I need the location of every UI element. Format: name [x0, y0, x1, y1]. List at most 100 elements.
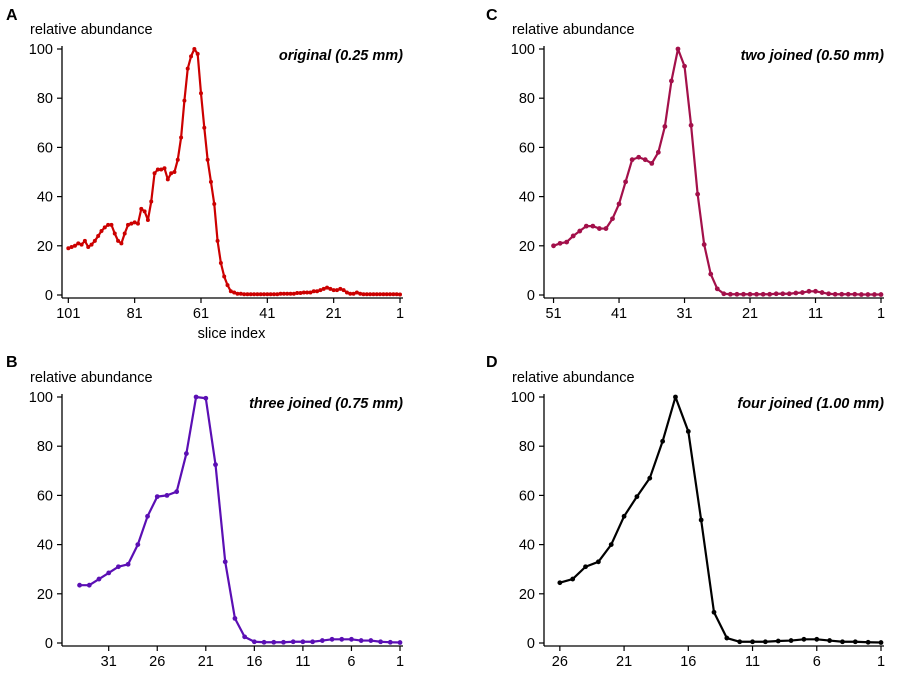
chart-title: two joined (0.50 mm): [741, 48, 885, 64]
data-point: [77, 582, 82, 588]
data-point: [258, 292, 263, 297]
data-point: [845, 291, 851, 297]
series-line: [79, 395, 401, 644]
data-point: [371, 292, 376, 297]
data-point: [152, 171, 157, 176]
data-point: [174, 489, 180, 495]
data-point: [102, 225, 107, 230]
data-point: [311, 289, 316, 294]
data-point: [86, 245, 91, 250]
data-point: [72, 243, 77, 248]
data-point: [595, 559, 601, 565]
x-tick-label: 61: [193, 306, 209, 322]
data-point: [711, 609, 717, 615]
data-point: [688, 122, 694, 128]
data-point: [132, 220, 137, 225]
data-point: [570, 233, 576, 239]
data-point: [281, 291, 286, 296]
data-point: [251, 639, 257, 645]
data-point: [298, 291, 303, 296]
x-tick-label: 26: [149, 654, 165, 670]
data-point: [225, 283, 230, 288]
data-point: [135, 542, 141, 547]
data-point: [195, 51, 200, 56]
data-point: [275, 292, 280, 297]
data-point: [832, 291, 838, 297]
data-point: [255, 292, 260, 297]
data-point: [182, 98, 187, 103]
x-tick-label: 41: [259, 306, 275, 322]
data-point: [780, 291, 786, 297]
y-tick-label: 20: [37, 239, 53, 255]
data-point: [232, 616, 238, 621]
data-point: [762, 639, 768, 645]
x-tick-label: 11: [295, 654, 310, 670]
chart-title: original (0.25 mm): [279, 48, 403, 64]
data-point: [339, 636, 345, 642]
data-point: [192, 47, 197, 51]
data-point: [213, 462, 218, 468]
data-point: [112, 231, 117, 236]
data-point: [222, 274, 227, 279]
data-point: [86, 582, 92, 588]
y-tick-label: 80: [519, 91, 535, 107]
x-tick-label: 21: [616, 654, 632, 670]
data-point: [106, 570, 112, 576]
data-point: [290, 639, 296, 645]
data-point: [232, 290, 237, 295]
data-point: [271, 292, 276, 297]
data-point: [203, 395, 209, 401]
data-point: [669, 78, 674, 84]
data-point: [145, 513, 150, 519]
data-point: [349, 636, 354, 642]
data-point: [248, 292, 253, 297]
data-point: [608, 542, 614, 547]
panel-letter: A: [6, 7, 18, 24]
data-point: [129, 221, 134, 226]
y-axis-label: relative abundance: [30, 22, 153, 38]
data-point: [583, 564, 588, 570]
data-point: [185, 66, 190, 71]
data-point: [119, 241, 124, 246]
data-point: [852, 639, 858, 645]
data-point: [301, 290, 306, 295]
x-tick-label: 16: [246, 654, 262, 670]
data-point: [714, 286, 720, 292]
x-tick-label: 101: [56, 306, 80, 322]
y-tick-label: 100: [511, 42, 535, 58]
series-line: [67, 47, 401, 296]
data-point: [368, 638, 374, 643]
y-axis-label: relative abundance: [30, 370, 153, 386]
data-point: [701, 242, 707, 247]
data-point: [265, 292, 270, 297]
data-point: [159, 167, 164, 172]
data-point: [89, 242, 94, 247]
data-point: [557, 240, 563, 246]
data-point: [358, 291, 363, 296]
data-point: [649, 160, 655, 166]
x-tick-label: 16: [680, 654, 696, 670]
data-point: [281, 639, 286, 645]
data-point: [634, 494, 640, 500]
y-tick-label: 40: [37, 538, 53, 554]
data-point: [202, 125, 207, 130]
x-tick-label: 31: [101, 654, 117, 670]
data-point: [737, 639, 743, 645]
data-point: [169, 171, 174, 176]
y-tick-label: 0: [45, 636, 53, 652]
data-point: [734, 291, 740, 297]
data-point: [673, 394, 678, 400]
data-point: [109, 222, 114, 227]
data-point: [189, 54, 194, 59]
data-point: [826, 291, 832, 297]
y-axis-label: relative abundance: [512, 22, 635, 38]
data-point: [116, 564, 121, 570]
x-tick-label: 1: [396, 306, 404, 322]
data-point: [212, 201, 217, 206]
data-point: [361, 292, 366, 297]
data-point: [96, 233, 101, 238]
